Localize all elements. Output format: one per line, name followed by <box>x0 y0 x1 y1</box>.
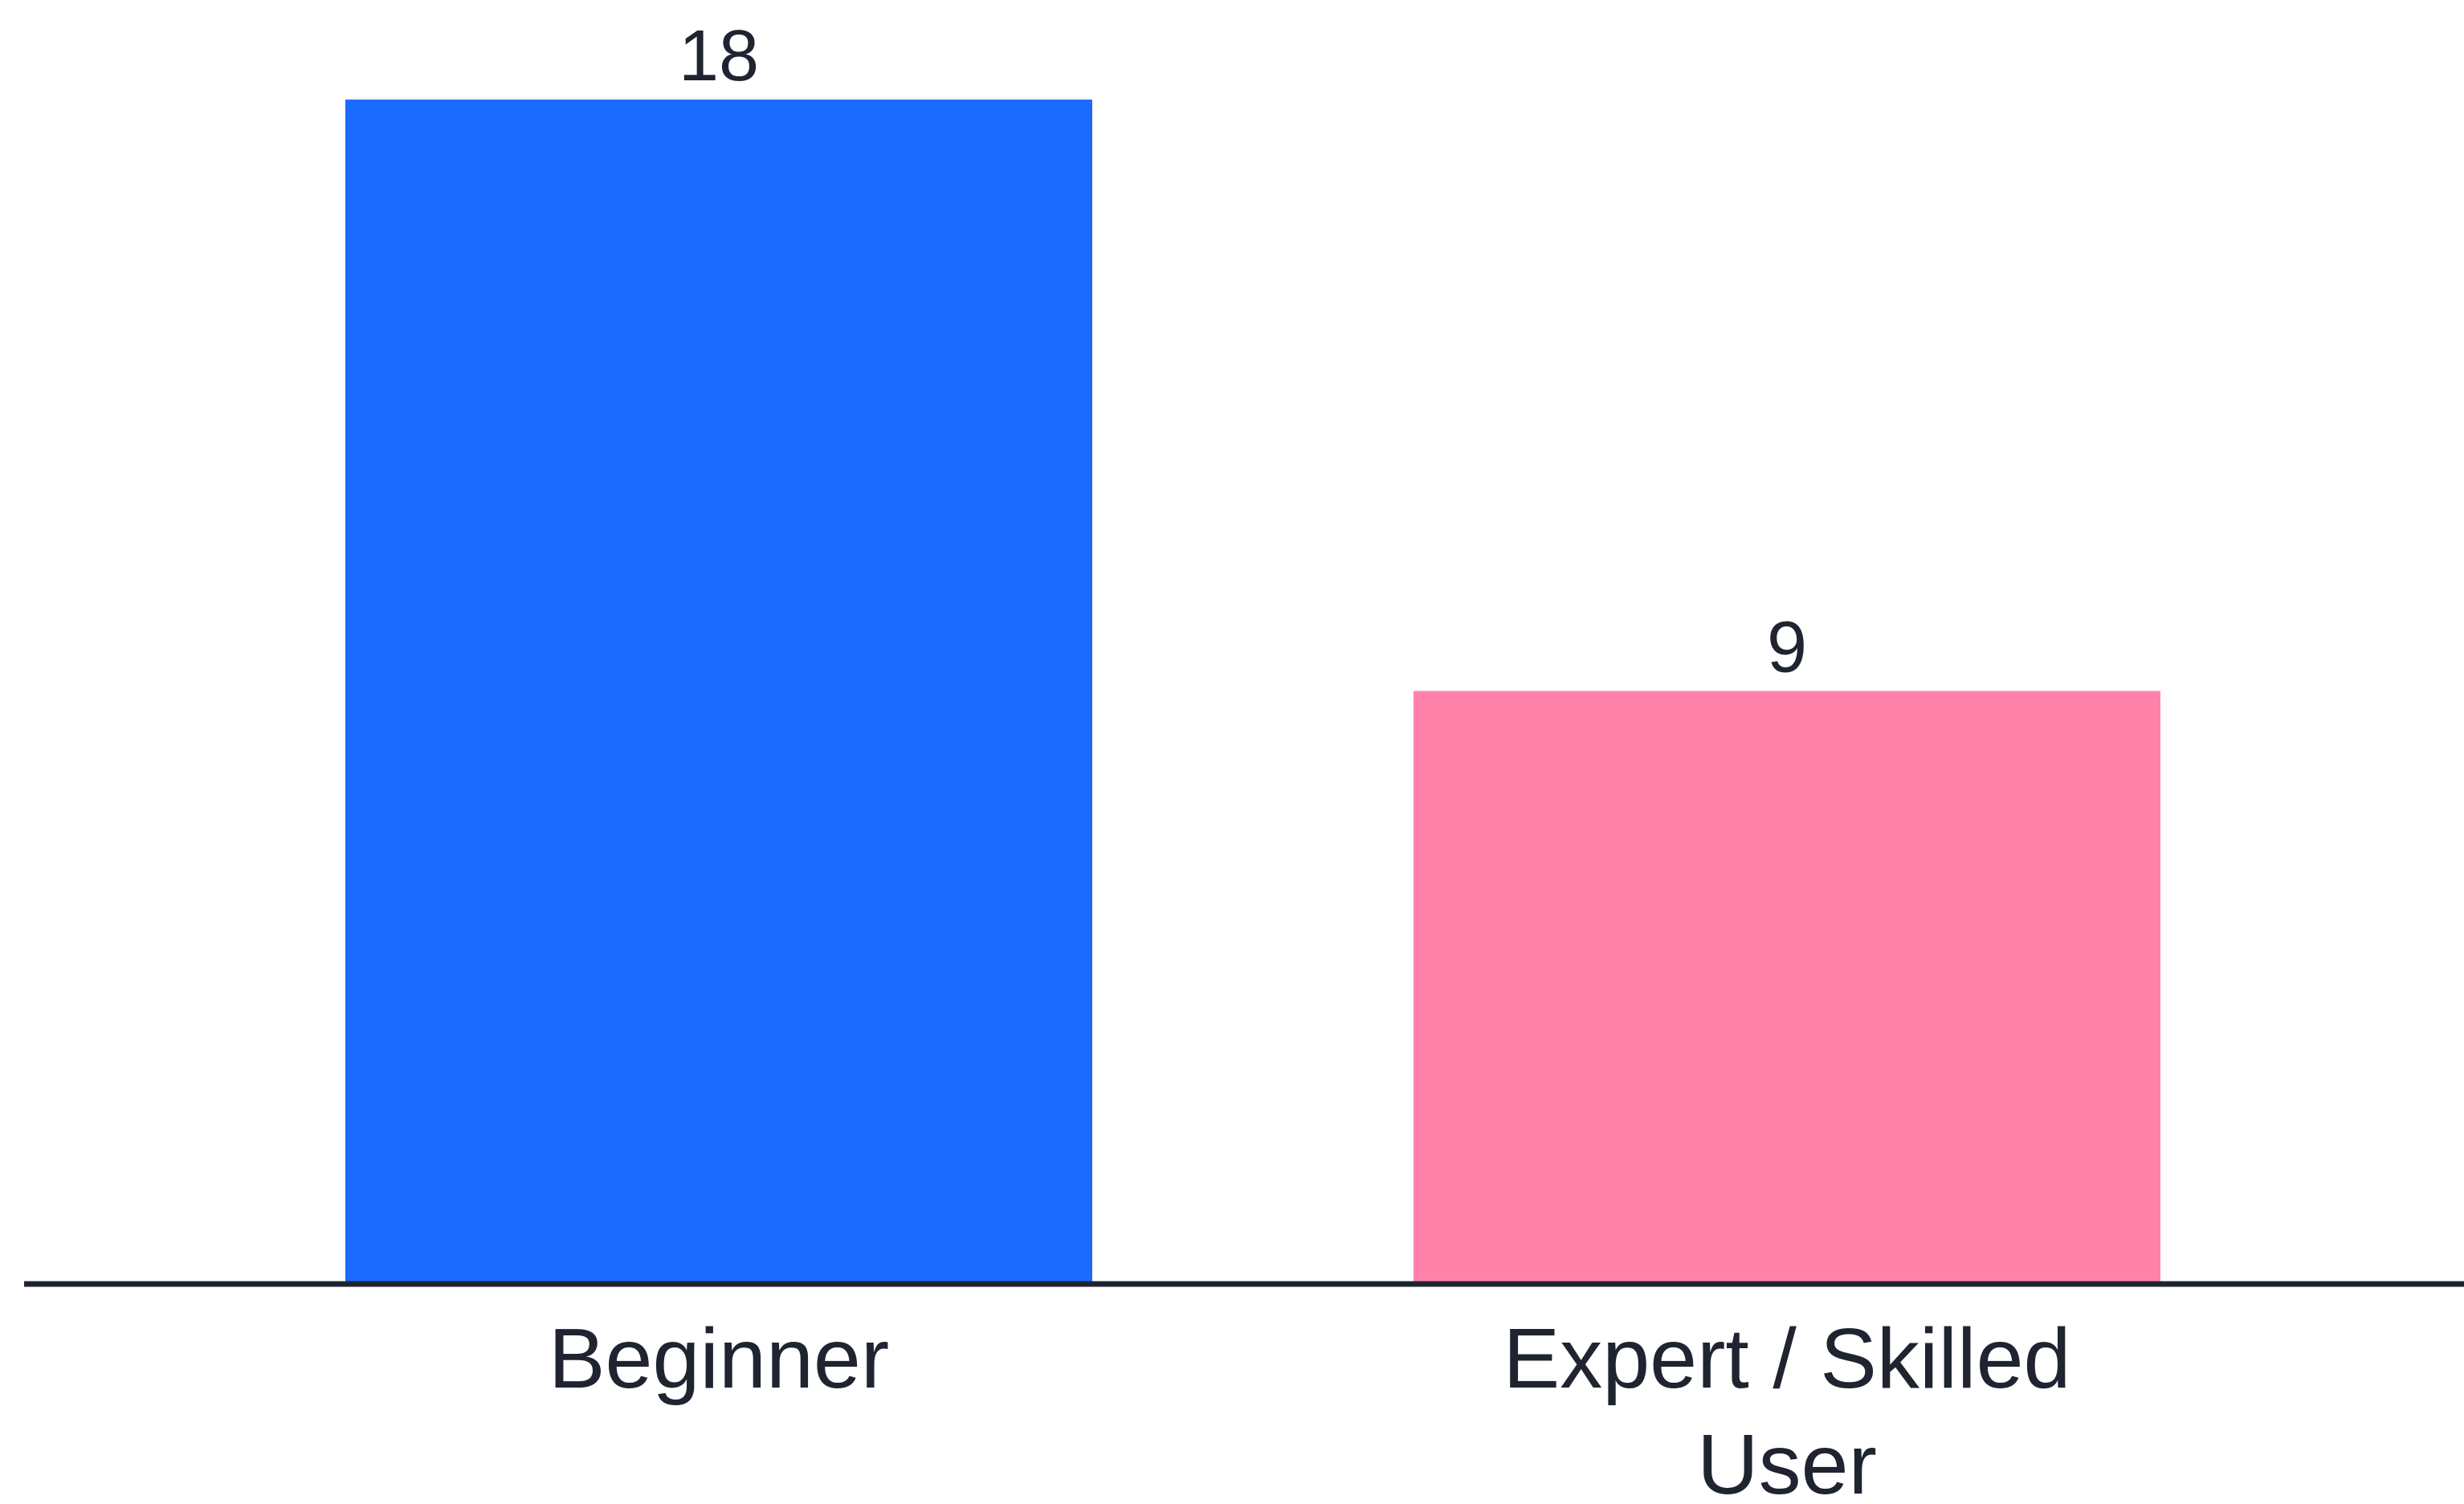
bars-group <box>345 100 2160 1282</box>
category-label-1-line-1: User <box>1697 1417 1877 1504</box>
category-labels-group: Beginner Expert / Skilled User <box>549 1311 2071 1504</box>
category-label-0-line-0: Beginner <box>549 1311 889 1406</box>
value-label-1: 9 <box>1767 608 1807 688</box>
category-label-1-line-0: Expert / Skilled <box>1503 1311 2071 1406</box>
value-labels-group: 18 9 <box>679 16 1807 688</box>
bar-0 <box>345 100 1092 1282</box>
bar-1 <box>1414 691 2160 1282</box>
value-label-0: 18 <box>679 16 759 96</box>
